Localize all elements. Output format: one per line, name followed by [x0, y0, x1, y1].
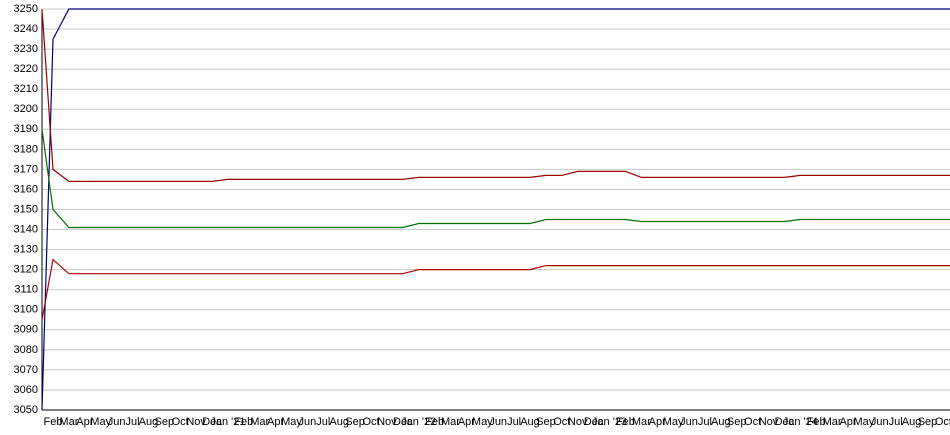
x-tick-label: Apr [458, 416, 475, 428]
x-tick-label: Sep [727, 416, 747, 428]
x-tick-label: Mar [441, 416, 460, 428]
x-tick-label: Feb [616, 416, 635, 428]
x-tick-label: Mar [823, 416, 842, 428]
x-tick-label: Oct [362, 416, 379, 428]
y-tick-label: 3050 [14, 404, 38, 416]
y-tick-label: 3180 [14, 143, 38, 155]
x-tick-label: May [281, 416, 302, 428]
x-tick-label: Nov [377, 416, 397, 428]
y-tick-label: 3240 [14, 23, 38, 35]
x-tick-label: Mar [632, 416, 651, 428]
y-tick-label: 3230 [14, 43, 38, 55]
x-tick-label: Jan '22 [401, 416, 436, 428]
y-tick-label: 3060 [14, 384, 38, 396]
x-tick-label: Jul [507, 416, 521, 428]
x-tick-label: Dec [584, 416, 604, 428]
x-tick-label: Aug [329, 416, 349, 428]
x-tick-label: May [472, 416, 493, 428]
x-tick-label: Dec [202, 416, 222, 428]
x-tick-label: Feb [807, 416, 826, 428]
x-tick-label: Feb [44, 416, 63, 428]
x-tick-label: Nov [759, 416, 779, 428]
x-tick-label: Mar [59, 416, 78, 428]
x-tick-label: Jul [125, 416, 139, 428]
x-tick-label: Jan '24 [783, 416, 818, 428]
x-tick-label: Apr [267, 416, 284, 428]
x-tick-label: Sep [536, 416, 556, 428]
x-tick-label: Nov [186, 416, 206, 428]
x-tick-label: May [90, 416, 111, 428]
y-tick-label: 3110 [14, 284, 38, 296]
x-tick-label: Feb [234, 416, 253, 428]
y-tick-label: 3220 [14, 63, 38, 75]
y-tick-label: 3130 [14, 244, 38, 256]
y-tick-label: 3160 [14, 183, 38, 195]
x-tick-label: Oct [172, 416, 189, 428]
y-tick-label: 3090 [14, 324, 38, 336]
x-tick-label: Dec [393, 416, 413, 428]
y-tick-label: 3150 [14, 203, 38, 215]
y-tick-label: 3120 [14, 264, 38, 276]
x-tick-label: Jun [299, 416, 317, 428]
x-tick-label: Jun [489, 416, 507, 428]
x-tick-label: Sep [918, 416, 938, 428]
x-tick-label: Mar [250, 416, 269, 428]
x-tick-label: Jul [889, 416, 903, 428]
y-tick-label: 3070 [14, 364, 38, 376]
x-tick-label: Apr [649, 416, 666, 428]
x-tick-label: Oct [744, 416, 761, 428]
series-line [41, 129, 950, 229]
x-tick-label: Apr [76, 416, 93, 428]
x-tick-label: Jan '21 [210, 416, 245, 428]
y-tick-label: 3210 [14, 83, 38, 95]
x-tick-label: Jan '23 [592, 416, 627, 428]
series-line [41, 8, 950, 411]
x-tick-label: Aug [902, 416, 922, 428]
x-tick-label: Jun [680, 416, 698, 428]
x-tick-label: Aug [139, 416, 159, 428]
y-tick-label: 3250 [14, 3, 38, 15]
x-tick-label: Jul [316, 416, 330, 428]
series-line [41, 8, 950, 182]
x-tick-label: May [854, 416, 875, 428]
x-tick-label: Oct [553, 416, 570, 428]
series-line [41, 258, 950, 320]
y-tick-label: 3200 [14, 103, 38, 115]
x-tick-label: Feb [425, 416, 444, 428]
x-tick-label: Jun [108, 416, 126, 428]
x-tick-label: Sep [345, 416, 365, 428]
x-tick-label: Dec [775, 416, 795, 428]
x-tick-label: Oct [935, 416, 950, 428]
x-tick-label: Sep [155, 416, 175, 428]
y-tick-label: 3140 [14, 223, 38, 235]
x-tick-label: Jul [698, 416, 712, 428]
x-tick-label: Aug [711, 416, 731, 428]
x-tick-label: Apr [839, 416, 856, 428]
y-tick-label: 3080 [14, 344, 38, 356]
x-tick-label: Nov [568, 416, 588, 428]
x-tick-label: Aug [520, 416, 540, 428]
y-tick-label: 3100 [14, 304, 38, 316]
x-tick-label: Jun [871, 416, 889, 428]
y-tick-label: 3190 [14, 123, 38, 135]
x-tick-label: May [663, 416, 684, 428]
y-tick-label: 3170 [14, 163, 38, 175]
